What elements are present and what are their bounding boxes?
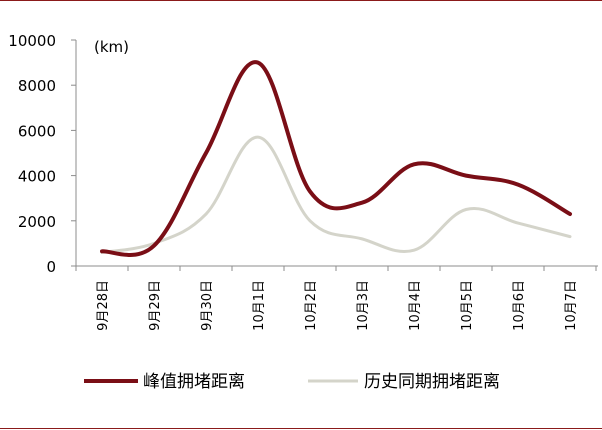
x-tick-label: 9月28日	[96, 280, 111, 331]
x-tick-label: 9月30日	[200, 280, 215, 331]
x-axis-ticks: 9月28日 9月29日 9月30日 10月1日 10月2日 10月3日 10月4日 10月5日…	[75, 266, 597, 331]
legend-label: 峰值拥堵距离	[143, 372, 245, 392]
x-tick-label: 10月1日	[252, 280, 267, 331]
legend: 峰值拥堵距离 历史同期拥堵距离	[84, 372, 500, 392]
x-tick-label: 10月3日	[356, 280, 371, 331]
top-divider	[0, 0, 602, 1]
legend-item-peak: 峰值拥堵距离	[84, 372, 245, 392]
x-tick-label: 10月2日	[304, 280, 319, 331]
y-tick-label: 6000	[18, 122, 56, 140]
series-line-historical	[100, 135, 572, 254]
legend-label: 历史同期拥堵距离	[364, 372, 500, 392]
x-tick-label: 9月29日	[148, 280, 163, 331]
y-tick-label: 4000	[18, 168, 56, 186]
y-tick-label: 8000	[18, 77, 56, 95]
x-tick-label: 10月4日	[408, 280, 423, 331]
y-axis-ticks: 0 2000 4000 6000 8000 10000	[8, 32, 76, 276]
series-lines	[100, 60, 572, 257]
x-tick-label: 10月7日	[564, 280, 579, 331]
series-line-peak	[100, 60, 572, 257]
bottom-divider	[0, 428, 602, 429]
axes	[75, 40, 598, 267]
x-tick-label: 10月6日	[512, 280, 527, 331]
legend-item-historical: 历史同期拥堵距离	[308, 372, 500, 392]
y-unit-label: (km)	[94, 38, 129, 56]
y-tick-label: 2000	[18, 213, 56, 231]
y-tick-label: 10000	[8, 32, 56, 50]
x-tick-label: 10月5日	[460, 280, 475, 331]
y-tick-label: 0	[46, 258, 56, 276]
